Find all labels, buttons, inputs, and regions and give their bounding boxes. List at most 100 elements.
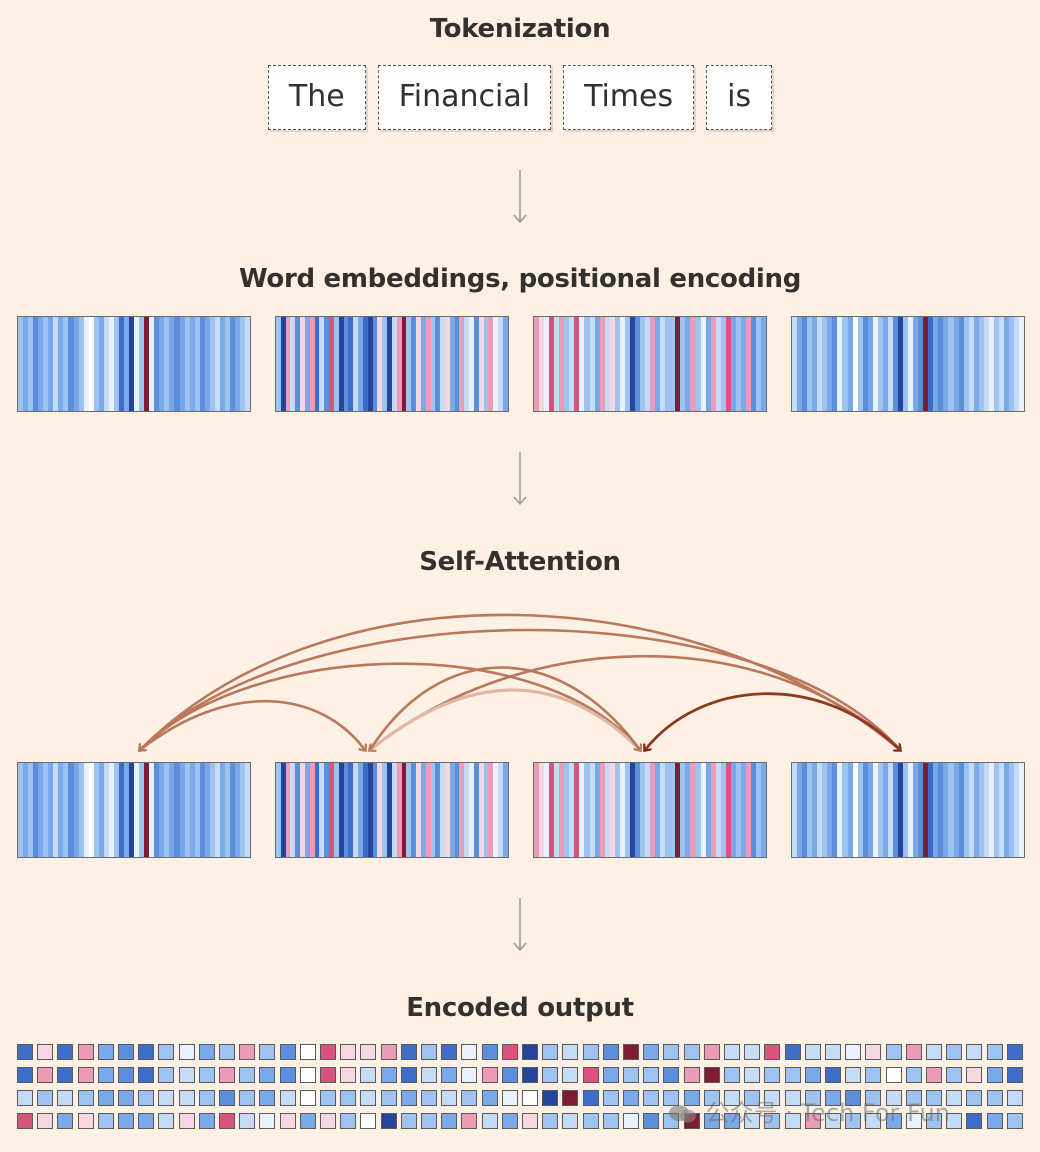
output-cell bbox=[845, 1044, 862, 1060]
output-cell bbox=[198, 1067, 215, 1083]
output-cell bbox=[643, 1067, 660, 1083]
output-cell bbox=[198, 1090, 215, 1106]
self-attention-title: Self-Attention bbox=[419, 547, 621, 577]
attention-arcs bbox=[0, 613, 1040, 760]
embedding-vector bbox=[17, 762, 251, 858]
output-cell bbox=[441, 1090, 458, 1106]
output-cell bbox=[582, 1090, 599, 1106]
watermark: 公众号 · Tech For Fun bbox=[668, 1093, 950, 1128]
output-cell bbox=[380, 1113, 397, 1129]
output-cell bbox=[602, 1113, 619, 1129]
output-cell bbox=[118, 1044, 134, 1060]
output-cell bbox=[623, 1044, 639, 1060]
output-cell bbox=[380, 1090, 397, 1106]
output-cell bbox=[946, 1044, 963, 1060]
output-cell bbox=[946, 1113, 963, 1129]
down-arrow-icon bbox=[513, 452, 527, 506]
output-cell bbox=[259, 1113, 276, 1129]
output-cell bbox=[784, 1044, 801, 1060]
output-cell bbox=[259, 1090, 276, 1106]
output-cell bbox=[764, 1067, 781, 1083]
output-cell bbox=[77, 1067, 94, 1083]
token-box: is bbox=[706, 65, 773, 130]
output-cell bbox=[724, 1113, 740, 1129]
output-cell bbox=[522, 1113, 538, 1129]
output-cell bbox=[138, 1113, 155, 1129]
output-cell bbox=[602, 1067, 619, 1083]
output-cell bbox=[986, 1044, 1003, 1060]
output-cell bbox=[905, 1090, 922, 1106]
output-cell bbox=[825, 1067, 841, 1083]
output-cell bbox=[562, 1113, 579, 1129]
output-cell bbox=[946, 1067, 963, 1083]
embedding-vector bbox=[791, 316, 1025, 412]
output-cell bbox=[461, 1044, 478, 1060]
embedding-vector bbox=[17, 316, 251, 412]
output-cell bbox=[522, 1044, 538, 1060]
output-cell bbox=[643, 1113, 660, 1129]
output-cell bbox=[986, 1067, 1003, 1083]
output-cell bbox=[239, 1090, 256, 1106]
output-cell bbox=[360, 1044, 377, 1060]
output-cell bbox=[784, 1067, 801, 1083]
output-cell bbox=[299, 1044, 316, 1060]
output-cell bbox=[926, 1044, 942, 1060]
attention-arc bbox=[645, 692, 901, 750]
output-cell bbox=[239, 1044, 256, 1060]
output-cell bbox=[966, 1067, 983, 1083]
attention-arc bbox=[140, 662, 641, 750]
output-cell bbox=[461, 1113, 478, 1129]
output-cell bbox=[400, 1113, 417, 1129]
attention-arc bbox=[369, 688, 642, 752]
output-cell bbox=[340, 1067, 357, 1083]
output-cell bbox=[623, 1113, 639, 1129]
output-cell bbox=[683, 1044, 700, 1060]
output-cell bbox=[905, 1113, 922, 1129]
output-cell bbox=[643, 1044, 660, 1060]
output-cell bbox=[865, 1113, 882, 1129]
output-cell bbox=[57, 1044, 74, 1060]
output-cell bbox=[320, 1067, 336, 1083]
output-cell bbox=[421, 1067, 437, 1083]
output-cell bbox=[37, 1090, 54, 1106]
output-cell bbox=[542, 1067, 559, 1083]
output-cell bbox=[219, 1113, 235, 1129]
output-cell bbox=[481, 1044, 498, 1060]
output-cell bbox=[623, 1067, 639, 1083]
output-cell bbox=[501, 1113, 518, 1129]
output-cell bbox=[1006, 1044, 1023, 1060]
output-cell bbox=[461, 1090, 478, 1106]
output-cell bbox=[198, 1044, 215, 1060]
watermark-text: 公众号 · Tech For Fun bbox=[705, 1099, 950, 1127]
output-cell bbox=[198, 1113, 215, 1129]
output-cell bbox=[804, 1067, 821, 1083]
output-cell bbox=[663, 1067, 680, 1083]
embedding-vector bbox=[533, 762, 767, 858]
output-cell bbox=[259, 1067, 276, 1083]
output-cell bbox=[138, 1067, 155, 1083]
output-cell bbox=[865, 1044, 882, 1060]
output-cell bbox=[542, 1113, 559, 1129]
wechat-icon bbox=[669, 1105, 696, 1123]
down-arrow-icon bbox=[513, 898, 527, 952]
output-cell bbox=[865, 1090, 882, 1106]
output-cell bbox=[400, 1067, 417, 1083]
output-cell bbox=[299, 1113, 316, 1129]
output-cell bbox=[885, 1113, 902, 1129]
output-cell bbox=[744, 1113, 761, 1129]
output-cell bbox=[1006, 1113, 1023, 1129]
output-cell bbox=[905, 1044, 922, 1060]
down-arrow-icon bbox=[513, 170, 527, 224]
output-cell bbox=[926, 1113, 942, 1129]
attention-arc bbox=[368, 666, 640, 751]
output-cell bbox=[1006, 1067, 1023, 1083]
output-cell bbox=[259, 1044, 276, 1060]
output-cell bbox=[37, 1113, 54, 1129]
output-cell bbox=[219, 1067, 235, 1083]
token-box: The bbox=[267, 65, 366, 130]
output-cell bbox=[784, 1113, 801, 1129]
output-cell bbox=[724, 1067, 740, 1083]
output-cell bbox=[279, 1090, 296, 1106]
output-cell bbox=[703, 1044, 720, 1060]
output-cell bbox=[421, 1044, 437, 1060]
